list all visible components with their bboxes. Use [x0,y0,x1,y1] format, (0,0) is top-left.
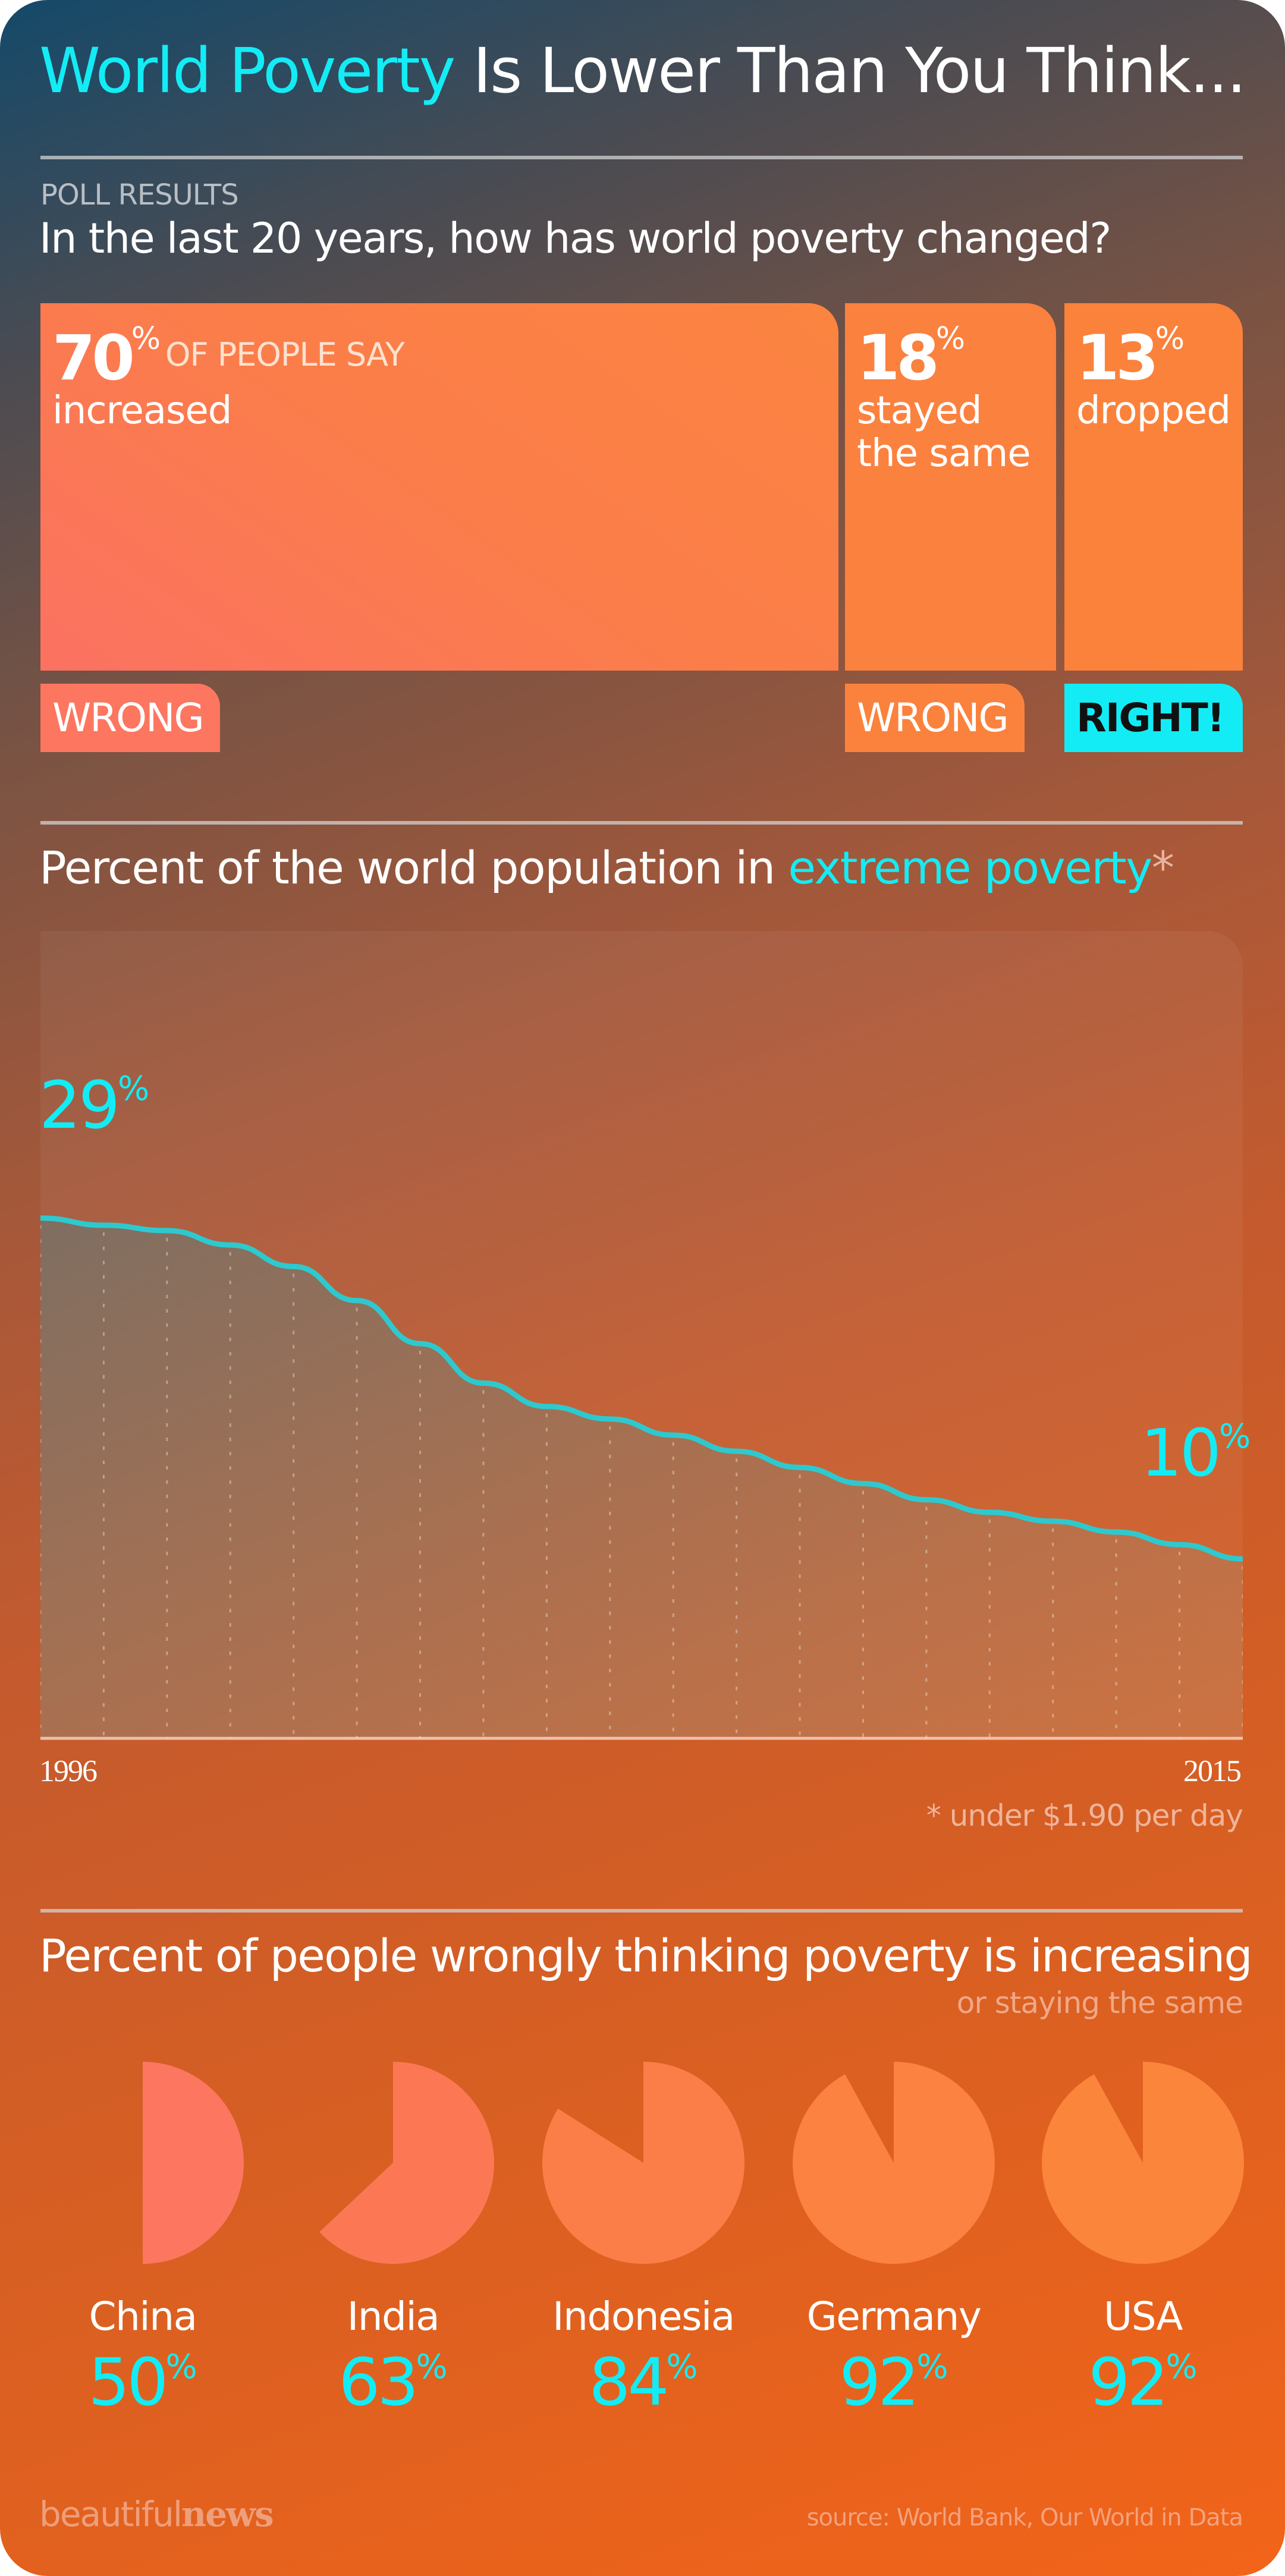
pie-chart [542,2062,744,2264]
vertical-gridlines [40,1225,1243,1738]
poll-answer: increased [52,389,232,433]
chart-title-highlight: extreme poverty [788,841,1152,894]
pie-china: China 50% [42,2062,244,2420]
pie-chart [793,2062,995,2264]
poll-answer: stayed the same [857,389,1031,476]
poll-bar-stayed-same: 18% stayed the same [845,303,1056,671]
page-title: World Poverty Is Lower Than You Think... [39,34,1246,107]
poll-percent: 70% [52,321,161,394]
chart-title: Percent of the world population in extre… [39,841,1174,894]
poll-bar-dropped: 13% dropped [1064,303,1243,671]
verdict-badge-wrong: WRONG [845,684,1025,752]
poll-answer: dropped [1076,389,1231,433]
divider [40,1909,1243,1913]
brand-logo: beautifulnews [39,2494,274,2534]
pie-india: India 63% [292,2062,494,2420]
poll-percent: 18% [857,321,966,394]
pie-section-title: Percent of people wrongly thinking pover… [39,1929,1253,1982]
pie-section-subtitle: or staying the same [956,1986,1243,2020]
pie-usa: USA 92% [1042,2062,1244,2420]
pie-chart [1042,2062,1244,2264]
pie-chart [319,2062,494,2264]
country-percent: 92% [1088,2344,1198,2420]
country-label: China [89,2294,197,2339]
pie-germany: Germany 92% [793,2062,995,2420]
country-percent: 84% [589,2344,698,2420]
x-axis-start-label: 1996 [39,1754,98,1788]
start-value-label: 29% [39,1067,150,1143]
verdict-badge-right: RIGHT! [1064,684,1243,752]
divider [40,156,1243,159]
source-credit: source: World Bank, Our World in Data [806,2504,1243,2531]
poverty-area-chart [40,1215,1243,1740]
poverty-line [40,1215,1243,1562]
country-label: Germany [806,2294,982,2339]
poll-bar-increased: 70% OF PEOPLE SAY increased [40,303,838,671]
country-percent: 50% [88,2344,197,2420]
footnote: * under $1.90 per day [926,1798,1243,1833]
title-highlight: World Poverty [39,34,455,107]
end-value-label: 10% [1141,1415,1251,1491]
country-label: Indonesia [552,2294,735,2339]
verdict-badge-wrong: WRONG [40,684,220,752]
divider [40,821,1243,825]
title-rest: Is Lower Than You Think... [454,34,1246,107]
area-fill [40,1218,1243,1738]
poll-prefix: OF PEOPLE SAY [165,336,405,373]
x-axis-end-label: 2015 [1183,1754,1242,1788]
pie-chart [143,2062,244,2264]
poll-question: In the last 20 years, how has world pove… [39,214,1111,263]
country-label: India [347,2294,440,2339]
poll-label: POLL RESULTS [40,178,239,212]
country-percent: 63% [338,2344,448,2420]
poll-percent: 13% [1076,321,1185,394]
country-percent: 92% [839,2344,948,2420]
pie-indonesia: Indonesia 84% [542,2062,744,2420]
country-label: USA [1103,2294,1183,2339]
